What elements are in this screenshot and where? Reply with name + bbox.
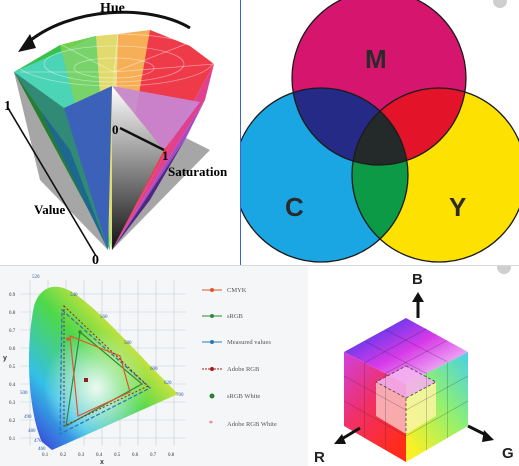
g-axis-arrow-icon: [482, 430, 494, 442]
chromaticity-diagram: 0.9 0.8 0.7 0.6 0.5 0.4 0.3 0.2 0.1 0.1 …: [3, 275, 277, 466]
legend-item-adobe-rgb-white: * Adobe RGB White: [209, 419, 277, 428]
legend-item-measured: Measured values: [202, 339, 271, 346]
y-axis-label: y: [3, 355, 7, 362]
svg-text:0.4: 0.4: [96, 453, 103, 458]
svg-text:470: 470: [34, 439, 42, 444]
svg-text:Adobe RGB: Adobe RGB: [227, 366, 260, 373]
value-label: Value: [34, 202, 66, 217]
value-min-label: 0: [92, 253, 99, 266]
black-overlap: [352, 88, 408, 165]
svg-text:0.3: 0.3: [9, 401, 16, 406]
gamut-chart-panel: 0.9 0.8 0.7 0.6 0.5 0.4 0.3 0.2 0.1 0.1 …: [0, 266, 308, 466]
saturation-axis: [119, 126, 165, 152]
svg-text:0.8: 0.8: [9, 311, 16, 316]
svg-text:0.2: 0.2: [60, 453, 67, 458]
magenta-label: M: [365, 44, 387, 74]
r-axis-arrow-icon: [334, 434, 346, 444]
svg-text:460: 460: [38, 447, 46, 452]
hue-label: Hue: [100, 1, 125, 16]
measured-gamut: [59, 308, 152, 436]
svg-text:560: 560: [100, 315, 108, 320]
svg-text:500: 500: [20, 391, 28, 396]
svg-text:0.7: 0.7: [9, 329, 16, 334]
value-max-label: 1: [4, 99, 11, 114]
svg-text:Adobe RGB White: Adobe RGB White: [227, 421, 277, 428]
legend-item-cmyk: CMYK: [202, 287, 247, 294]
cmy-venn-diagram: M C Y: [241, 0, 519, 263]
svg-text:620: 620: [164, 381, 172, 386]
svg-text:0.3: 0.3: [78, 453, 85, 458]
b-label: B: [412, 271, 423, 288]
svg-text:0.8: 0.8: [168, 453, 175, 458]
x-axis-label: x: [100, 459, 104, 466]
saturation-min-label: 0: [112, 122, 119, 137]
svg-text:0.6: 0.6: [9, 347, 16, 352]
svg-text:600: 600: [150, 367, 158, 372]
legend-item-srgb-white: sRGB White: [209, 393, 260, 400]
rgb-cube-figure: B R G: [314, 271, 514, 466]
y-axis-ticks: 0.9 0.8 0.7 0.6 0.5 0.4 0.3 0.2 0.1: [9, 293, 16, 442]
yellow-label: Y: [449, 192, 466, 222]
white-point-marker: [84, 378, 88, 382]
r-label: R: [314, 449, 325, 466]
svg-text:0.2: 0.2: [9, 419, 16, 424]
hue-arrowhead-icon: [18, 34, 36, 52]
svg-text:580: 580: [124, 341, 132, 346]
svg-text:480: 480: [28, 429, 36, 434]
wavelength-labels: 520 540 560 580 600 620 700 500 490 480 …: [20, 275, 184, 452]
saturation-label: Saturation: [168, 164, 228, 179]
svg-text:490: 490: [24, 415, 32, 420]
svg-text:0.6: 0.6: [132, 453, 139, 458]
legend-item-srgb: sRGB: [202, 313, 244, 320]
hsv-cone-figure: Hue Saturation Value 1 0 0 1: [4, 1, 228, 266]
svg-text:0.1: 0.1: [42, 453, 49, 458]
svg-text:Measured values: Measured values: [227, 339, 271, 346]
svg-text:0.4: 0.4: [9, 383, 16, 388]
x-axis-ticks: 0.1 0.2 0.3 0.4 0.5 0.6 0.7 0.8: [42, 453, 175, 458]
overlay-dot-icon: [493, 0, 507, 8]
panel-divider-horizontal: [0, 265, 519, 266]
svg-text:0.7: 0.7: [150, 453, 157, 458]
svg-text:0.9: 0.9: [9, 293, 16, 298]
svg-text:540: 540: [70, 293, 78, 298]
cmyk-gamut: [69, 335, 131, 417]
svg-text:0.1: 0.1: [9, 437, 16, 442]
overlay-dot-icon: [497, 266, 511, 274]
svg-text:520: 520: [32, 275, 40, 280]
adobe-rgb-gamut: [63, 304, 149, 427]
svg-text:*: *: [209, 419, 213, 428]
srgb-gamut: [65, 330, 144, 428]
cyan-label: C: [285, 192, 304, 222]
rgb-cube-panel: B R G: [308, 266, 519, 466]
svg-text:700: 700: [176, 393, 184, 398]
svg-text:CMYK: CMYK: [227, 287, 247, 294]
b-axis-arrow-icon: [412, 292, 424, 302]
svg-text:sRGB White: sRGB White: [227, 393, 260, 400]
svg-text:0.5: 0.5: [9, 365, 16, 370]
cube-top-face: [344, 318, 468, 384]
gamut-legend: CMYK sRGB Measured values Adobe RGB sRGB…: [202, 287, 277, 428]
g-label: G: [502, 445, 514, 462]
saturation-max-label: 1: [162, 148, 169, 163]
cmy-venn-panel: M C Y: [241, 0, 519, 266]
hue-arrow: [25, 10, 191, 46]
hsv-cone-panel: Hue Saturation Value 1 0 0 1: [0, 0, 241, 266]
legend-item-adobe-rgb: Adobe RGB: [202, 366, 260, 373]
svg-text:0.5: 0.5: [114, 453, 121, 458]
cone-cutaway-surface: [64, 30, 214, 250]
value-axis: [7, 107, 97, 257]
svg-text:sRGB: sRGB: [227, 313, 244, 320]
